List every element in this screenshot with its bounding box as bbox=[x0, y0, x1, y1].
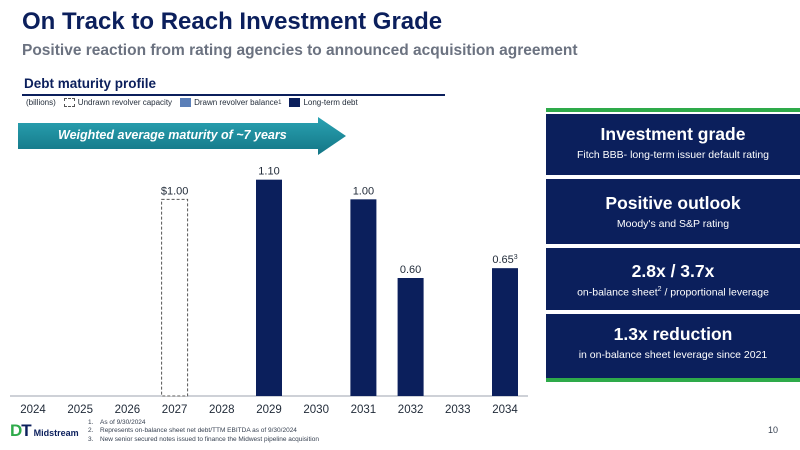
legend-drawn-footnote: 1 bbox=[278, 99, 282, 106]
panel-investment-grade: Investment grade Fitch BBB- long-term is… bbox=[546, 114, 800, 175]
footnote-1: 1. As of 9/30/2024 bbox=[88, 419, 319, 427]
data-label-2034: 0.653 bbox=[492, 254, 517, 266]
x-tick-2027: 2027 bbox=[162, 404, 188, 416]
data-label-footnote-2034: 3 bbox=[514, 254, 518, 261]
section-title: Debt maturity profile bbox=[24, 76, 157, 91]
footnote-2-text: Represents on-balance sheet net debt/TTM… bbox=[100, 427, 297, 435]
x-tick-2030: 2030 bbox=[303, 404, 329, 416]
data-label-2029: 1.10 bbox=[258, 166, 279, 178]
legend-label-undrawn: Undrawn revolver capacity bbox=[77, 98, 173, 107]
data-label-2031: 1.00 bbox=[353, 185, 374, 197]
debt-maturity-chart: $1.001.101.000.600.653 2024 2025 2026 2027 2… bbox=[10, 166, 528, 416]
company-logo: DT Midstream bbox=[10, 421, 79, 441]
bar-2029 bbox=[256, 179, 282, 396]
panel-leverage-footnote: 2 bbox=[657, 286, 662, 293]
footnote-3-text: New senior secured notes issued to finan… bbox=[100, 435, 319, 443]
maturity-arrow-text: Weighted average maturity of ~7 years bbox=[58, 128, 287, 142]
footnote-2: 2. Represents on-balance sheet net debt/T… bbox=[88, 427, 319, 435]
footnote-2-num: 2. bbox=[88, 427, 94, 435]
chart-bars bbox=[161, 179, 518, 397]
legend-item-drawn: Drawn revolver balance 1 bbox=[180, 98, 281, 107]
page-title: On Track to Reach Investment Grade bbox=[22, 8, 443, 35]
page-subtitle: Positive reaction from rating agencies t… bbox=[22, 42, 578, 59]
panel-investment-grade-sub: Fitch BBB- long-term issuer default rati… bbox=[577, 149, 769, 161]
x-tick-2024: 2024 bbox=[20, 404, 46, 416]
chart-x-ticks: 2024 2025 2026 2027 2028 2029 2030 2031 2032 2033… bbox=[20, 404, 518, 416]
x-tick-2031: 2031 bbox=[351, 404, 377, 416]
chart-legend: (billions) Undrawn revolver capacity Dra… bbox=[26, 98, 366, 107]
units-label: (billions) bbox=[26, 98, 56, 107]
x-tick-2033: 2033 bbox=[445, 404, 471, 416]
logo-t: T bbox=[21, 421, 31, 440]
panel-accent-bottom bbox=[546, 378, 800, 382]
legend-swatch-undrawn bbox=[63, 98, 75, 107]
x-tick-2026: 2026 bbox=[115, 404, 141, 416]
legend-item-undrawn: Undrawn revolver capacity bbox=[63, 98, 173, 107]
legend-item-long-term: Long-term debt bbox=[289, 98, 358, 107]
chart-data-labels: $1.00 1.10 1.00 0.60 0.653 bbox=[161, 166, 518, 276]
x-tick-2034: 2034 bbox=[492, 404, 518, 416]
bar-2034 bbox=[492, 268, 518, 396]
footnote-1-num: 1. bbox=[88, 419, 94, 426]
x-tick-2025: 2025 bbox=[67, 404, 93, 416]
panel-leverage-sub-a: on-balance sheet bbox=[577, 286, 658, 299]
x-tick-2029: 2029 bbox=[256, 404, 282, 416]
legend-swatch-long-term bbox=[289, 98, 301, 107]
x-tick-2028: 2028 bbox=[209, 404, 235, 416]
page-number: 10 bbox=[767, 425, 778, 435]
panel-leverage-sub: on-balance sheet2 / proportional leverag… bbox=[546, 286, 800, 299]
section-divider bbox=[22, 94, 445, 96]
legend-swatch-drawn bbox=[180, 98, 192, 107]
panel-leverage-head: 2.8x / 3.7x bbox=[631, 261, 715, 281]
panel-positive-outlook-sub: Moody's and S&P rating bbox=[616, 218, 730, 230]
logo-wordmark: Midstream bbox=[33, 428, 79, 438]
footnote-1-text: As of 9/30/2024 bbox=[100, 419, 146, 426]
bar-2027 bbox=[161, 198, 189, 397]
panel-leverage-sub-b: / proportional leverage bbox=[661, 286, 769, 299]
panel-investment-grade-head: Investment grade bbox=[600, 124, 746, 144]
panel-leverage-reduction-head: 1.3x reduction bbox=[613, 324, 733, 344]
logo-d: D bbox=[10, 421, 22, 440]
bar-2032 bbox=[397, 278, 424, 396]
panel-positive-outlook-head: Positive outlook bbox=[605, 193, 741, 213]
logo-mark: DT bbox=[10, 421, 32, 441]
x-tick-2032: 2032 bbox=[398, 404, 424, 416]
legend-label-drawn: Drawn revolver balance bbox=[194, 98, 279, 107]
panel-accent-top bbox=[546, 108, 800, 112]
data-label-2027: $1.00 bbox=[161, 185, 189, 197]
panel-leverage-reduction-sub: in on-balance sheet leverage since 2021 bbox=[578, 349, 768, 361]
footnotes: 1. As of 9/30/2024 2. Represents on-balanc… bbox=[88, 419, 319, 444]
footnote-3-num: 3. bbox=[88, 435, 94, 443]
maturity-arrow bbox=[18, 117, 346, 155]
panel-leverage-reduction: 1.3x reduction in on-balance sheet lever… bbox=[546, 314, 800, 378]
footnote-3: 3. New senior secured notes issued to fin… bbox=[88, 436, 319, 444]
panel-leverage: 2.8x / 3.7x on-balance sheet2 / proporti… bbox=[546, 248, 800, 310]
panel-positive-outlook: Positive outlook Moody's and S&P rating bbox=[546, 179, 800, 244]
bar-2031 bbox=[350, 199, 377, 396]
data-label-2032: 0.60 bbox=[400, 264, 421, 276]
legend-label-long-term: Long-term debt bbox=[303, 98, 358, 107]
